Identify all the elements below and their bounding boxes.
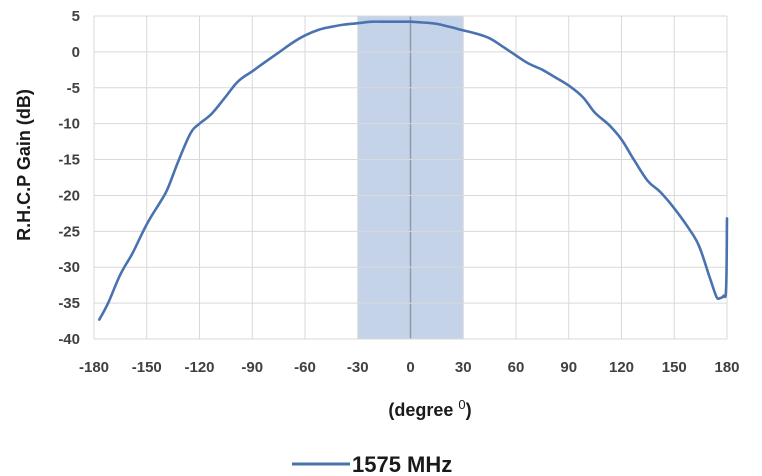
x-tick-label: 180 <box>714 359 739 376</box>
legend: 1575 MHz <box>292 452 452 476</box>
x-tick-label: 0 <box>406 359 414 376</box>
x-axis-title: (degree 0) <box>388 397 471 420</box>
y-tick-label: -10 <box>58 116 80 133</box>
x-tick-label: 90 <box>560 359 577 376</box>
y-tick-label: 5 <box>72 8 80 25</box>
y-tick-label: -20 <box>58 187 80 204</box>
y-axis-title: R.H.C.P Gain (dB) <box>14 89 34 241</box>
x-axis-title-main: (degree <box>388 400 458 420</box>
x-tick-label: 60 <box>508 359 525 376</box>
x-axis-title-close: ) <box>466 400 472 420</box>
legend-series-label: 1575 MHz <box>352 452 452 476</box>
x-tick-label: 30 <box>455 359 472 376</box>
x-tick-label: -150 <box>132 359 162 376</box>
y-tick-label: -30 <box>58 259 80 276</box>
y-tick-label: -15 <box>58 152 80 169</box>
y-tick-label: -35 <box>58 295 80 312</box>
y-tick-labels: 5 0 -5 -10 -15 -20 -25 -30 -35 -40 <box>58 8 80 348</box>
x-tick-label: 120 <box>609 359 634 376</box>
x-tick-label: -180 <box>79 359 109 376</box>
y-tick-label: -5 <box>67 80 80 97</box>
x-tick-label: -120 <box>184 359 214 376</box>
x-tick-label: -30 <box>347 359 369 376</box>
x-tick-label: -90 <box>241 359 263 376</box>
grid-layer <box>93 15 728 340</box>
x-tick-labels: -180 -150 -120 -90 -60 -30 0 30 60 90 120 150 180 <box>79 359 740 376</box>
x-tick-label: 150 <box>662 359 687 376</box>
series-layer <box>98 20 729 321</box>
y-tick-label: -40 <box>58 331 80 348</box>
series-line <box>98 20 729 321</box>
x-tick-label: -60 <box>294 359 316 376</box>
y-tick-label: 0 <box>72 44 80 61</box>
y-tick-label: -25 <box>58 223 80 240</box>
x-axis-title-superscript: 0 <box>458 397 465 412</box>
